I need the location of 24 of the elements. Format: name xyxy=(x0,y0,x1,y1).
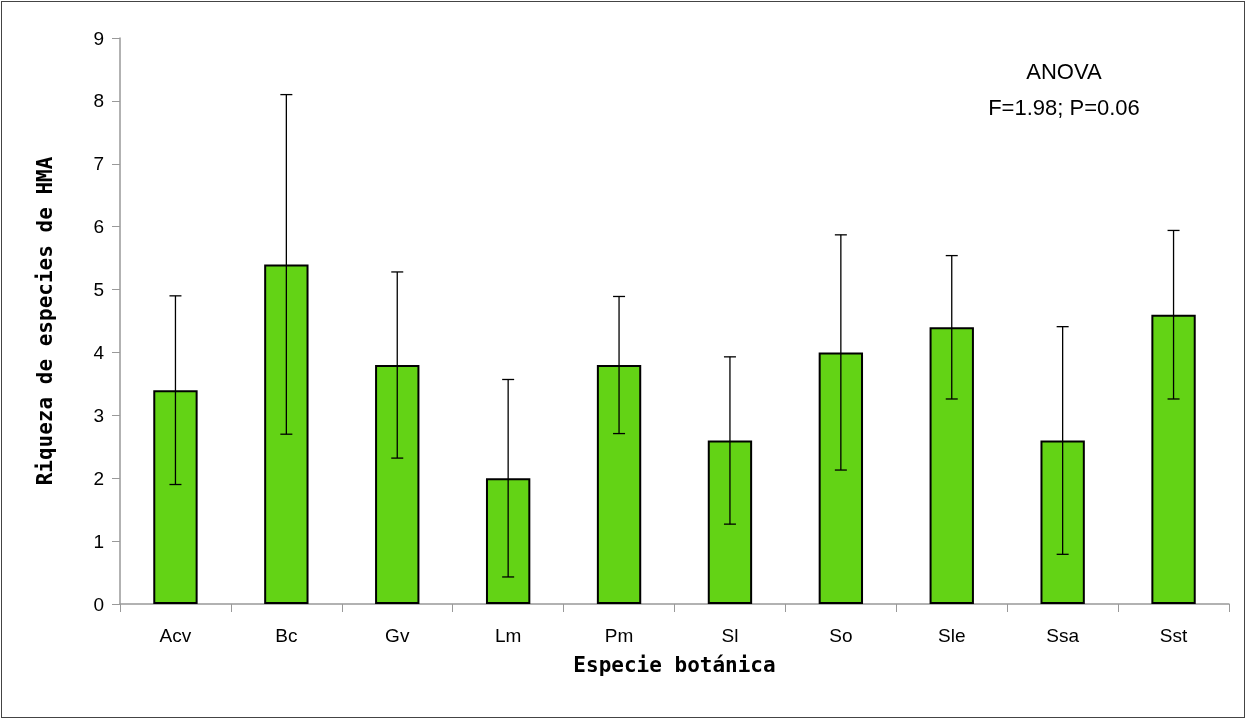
x-tick-label: Pm xyxy=(604,625,634,646)
x-tick-label: Acv xyxy=(159,625,192,646)
annotation: F=1.98; P=0.06 xyxy=(988,94,1140,120)
x-tick-label: Lm xyxy=(494,625,522,646)
x-tick-label: Ssa xyxy=(1046,625,1080,646)
y-tick-label: 3 xyxy=(93,404,104,426)
y-tick-label: 2 xyxy=(93,467,104,489)
y-tick-label: 7 xyxy=(93,153,104,175)
y-tick-label: 8 xyxy=(93,90,104,112)
y-axis-title: Riqueza de especies de HMA xyxy=(32,156,57,486)
y-tick-label: 1 xyxy=(93,530,104,552)
x-axis-title: Especie botánica xyxy=(573,652,776,677)
x-tick-label: Sst xyxy=(1159,625,1188,646)
y-tick-label: 0 xyxy=(93,593,104,615)
y-tick-label: 4 xyxy=(93,341,105,363)
x-tick-label: Sle xyxy=(938,625,966,646)
y-tick-label: 5 xyxy=(93,279,104,301)
x-tick-label: So xyxy=(829,625,853,646)
x-tick-label: Bc xyxy=(275,625,298,646)
y-tick-label: 6 xyxy=(93,216,104,238)
x-tick-label: Gv xyxy=(385,625,410,646)
x-tick-label: Sl xyxy=(721,625,739,646)
y-tick-label: 9 xyxy=(93,27,104,49)
annotation: ANOVA xyxy=(1026,58,1103,84)
